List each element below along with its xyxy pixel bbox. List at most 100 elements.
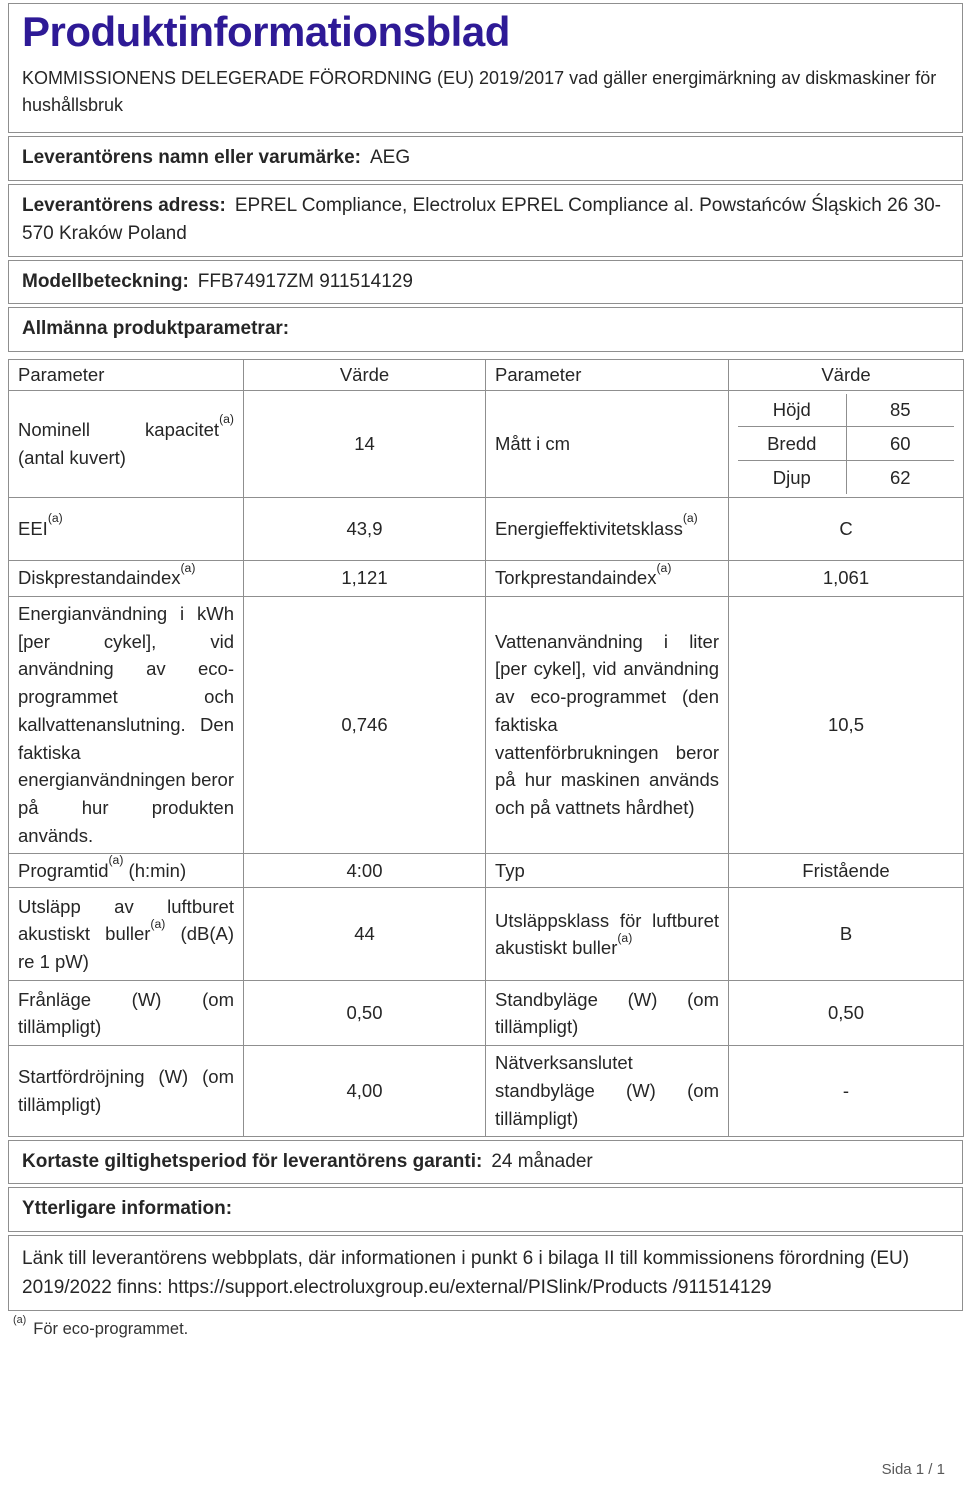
dimension-value-depth: 62 — [845, 460, 954, 494]
parameters-table: Parameter Värde Parameter Värde Nominell… — [8, 358, 964, 1137]
param-text: Programtid — [18, 859, 109, 881]
table-row-programtime-type: Programtid(a) (h:min) 4:00 Typ Friståend… — [8, 852, 964, 889]
header-section: Produktinformationsblad KOMMISSIONENS DE… — [8, 3, 963, 134]
param-label-cleaning-index: Diskprestandaindex(a) — [8, 559, 244, 597]
model-designation-label: Modellbeteckning: — [22, 270, 189, 292]
param-text: Utsläppsklass för luftburet akustiskt bu… — [495, 909, 719, 959]
supplier-address-row: Leverantörens adress: EPREL Compliance, E… — [8, 183, 963, 257]
param-label-eei: EEI(a) — [8, 496, 244, 561]
param-value-off-mode: 0,50 — [243, 980, 486, 1047]
table-header-row: Parameter Värde Parameter Värde — [8, 358, 964, 391]
table-row-energy-water-use: Energianvändning i kWh [per cykel], vid … — [8, 595, 964, 854]
supplier-name-row: Leverantörens namn eller varumärke: AEG — [8, 136, 963, 181]
param-label-energy-consumption: Energianvändning i kWh [per cykel], vid … — [8, 595, 244, 854]
column-header-value-left: Värde — [243, 358, 486, 391]
dimension-label-height: Höjd — [772, 399, 811, 421]
param-label-program-duration: Programtid(a) (h:min) — [8, 852, 244, 889]
column-header-value-right: Värde — [728, 358, 964, 391]
param-text: (antal kuvert) — [18, 446, 126, 468]
param-label-dimensions: Mått i cm — [485, 389, 729, 498]
param-label-noise-emission: Utsläpp av luftburet akustiskt buller(a)… — [8, 887, 244, 982]
additional-info-label: Ytterligare information: — [22, 1198, 233, 1220]
param-label-networked-standby: Nätverksanslutet standbyläge (W) (om til… — [485, 1045, 729, 1137]
dimension-label-depth: Djup — [738, 460, 846, 494]
footnote-marker: (a) — [219, 412, 234, 427]
supplier-address-label: Leverantörens adress: — [22, 194, 226, 216]
table-row-offmode-standby: Frånläge (W) (om tillämpligt) 0,50 Stand… — [8, 980, 964, 1047]
table-row-eei-energyclass: EEI(a) 43,9 Energieffektivitetsklass(a) … — [8, 496, 964, 561]
table-row-capacity-dimensions: Nominell kapacitet(a) (antal kuvert) 14 … — [8, 389, 964, 498]
page-title: Produktinformationsblad — [22, 8, 510, 55]
footnote-marker: (a) — [682, 511, 698, 526]
param-value-networked-standby: - — [728, 1045, 964, 1137]
param-text: (h:min) — [123, 859, 187, 881]
footnote: (a) För eco-programmet. — [13, 1315, 963, 1339]
param-value-energy-class: C — [728, 496, 964, 561]
column-header-parameter-right: Parameter — [485, 358, 729, 391]
param-value-nominal-capacity: 14 — [243, 389, 486, 498]
regulation-subtitle: KOMMISSIONENS DELEGERADE FÖRORDNING (EU)… — [22, 67, 937, 116]
website-link-row: Länk till leverantörens webbplats, där i… — [8, 1234, 963, 1312]
param-value-noise-class: B — [728, 887, 964, 982]
dimensions-subtable: Höjd 85 Bredd 60 Djup 62 — [738, 393, 954, 494]
warranty-value: 24 månader — [491, 1150, 593, 1172]
footnote-marker: (a) — [617, 930, 633, 945]
dimension-value-width: 60 — [845, 426, 954, 461]
column-header-parameter-left: Parameter — [8, 358, 244, 391]
website-link-text: Länk till leverantörens webbplats, där i… — [22, 1247, 910, 1298]
param-text: Energieffektivitetsklass — [495, 517, 683, 539]
general-parameters-heading-row: Allmänna produktparametrar: — [8, 307, 963, 352]
param-value-drying-index: 1,061 — [728, 559, 964, 597]
param-value-type: Fristående — [728, 852, 964, 889]
model-designation-row: Modellbeteckning: FFB74917ZM 911514129 — [8, 259, 963, 305]
dimension-row-height: Höjd 85 — [738, 393, 954, 427]
footnote-marker: (a) — [180, 560, 196, 575]
param-text: Diskprestandaindex — [18, 567, 181, 589]
website-url[interactable]: https://support.electroluxgroup.eu/exter… — [167, 1276, 772, 1298]
general-parameters-label: Allmänna produktparametrar: — [22, 318, 290, 340]
param-label-energy-class: Energieffektivitetsklass(a) — [485, 496, 729, 561]
param-value-noise-emission: 44 — [243, 887, 486, 982]
param-label-type: Typ — [485, 852, 729, 889]
dimensions-value-cell: Höjd 85 Bredd 60 Djup 62 — [728, 389, 964, 498]
param-value-cleaning-index: 1,121 — [243, 559, 486, 597]
footnote-marker: (a) — [108, 852, 124, 867]
additional-info-heading-row: Ytterligare information: — [8, 1187, 963, 1232]
param-text: Torkprestandaindex — [495, 567, 657, 589]
param-value-delay-start: 4,00 — [243, 1045, 486, 1137]
param-text: Utsläpp av luftburet akustiskt buller — [18, 895, 234, 945]
dimension-value-height: 85 — [845, 393, 954, 427]
param-label-noise-class: Utsläppsklass för luftburet akustiskt bu… — [485, 887, 729, 982]
warranty-row: Kortaste giltighetsperiod för leverantör… — [8, 1139, 963, 1185]
footnote-marker: (a) — [13, 1314, 27, 1327]
param-value-program-duration: 4:00 — [243, 852, 486, 889]
page-number: Sida 1 / 1 — [881, 1461, 945, 1478]
param-label-standby-mode: Standbyläge (W) (om tillämpligt) — [485, 980, 729, 1047]
param-text: Nominell kapacitet — [18, 419, 220, 441]
param-label-delay-start: Startfördröjning (W) (om tillämpligt) — [8, 1045, 244, 1137]
param-value-water-consumption: 10,5 — [728, 595, 964, 854]
table-row-noise: Utsläpp av luftburet akustiskt buller(a)… — [8, 887, 964, 982]
param-value-standby-mode: 0,50 — [728, 980, 964, 1047]
dimension-row-width: Bredd 60 — [738, 426, 954, 461]
param-text: EEI — [18, 517, 48, 539]
warranty-label: Kortaste giltighetsperiod för leverantör… — [22, 1150, 483, 1172]
footnote-marker: (a) — [150, 916, 166, 931]
dimension-label-width: Bredd — [738, 426, 846, 461]
param-value-eei: 43,9 — [243, 496, 486, 561]
param-label-drying-index: Torkprestandaindex(a) — [485, 559, 729, 597]
supplier-name-label: Leverantörens namn eller varumärke: — [22, 147, 361, 169]
footnote-text: För eco-programmet. — [33, 1320, 189, 1339]
supplier-name-value: AEG — [370, 147, 411, 169]
param-text: (dB(A) re 1 pW) — [18, 923, 234, 973]
param-label-water-consumption: Vattenanvändning i liter [per cykel], vi… — [485, 595, 729, 854]
model-designation-value: FFB74917ZM 911514129 — [197, 270, 413, 292]
table-row-delay-networked-standby: Startfördröjning (W) (om tillämpligt) 4,… — [8, 1045, 964, 1137]
param-value-energy-consumption: 0,746 — [243, 595, 486, 854]
supplier-address-value: EPREL Compliance, Electrolux EPREL Compl… — [22, 194, 941, 245]
dimension-row-depth: Djup 62 — [738, 460, 954, 494]
footnote-marker: (a) — [47, 511, 63, 526]
table-row-performance-index: Diskprestandaindex(a) 1,121 Torkprestand… — [8, 559, 964, 597]
footnote-marker: (a) — [656, 560, 672, 575]
